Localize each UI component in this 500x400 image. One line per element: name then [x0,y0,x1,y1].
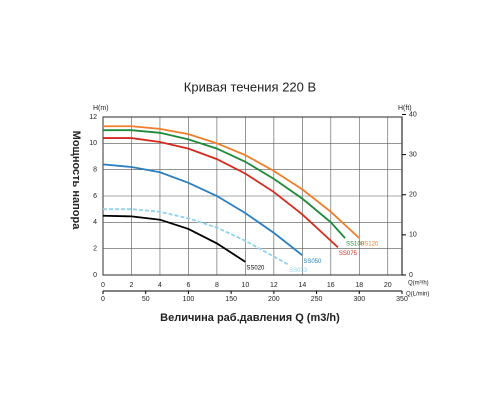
legend-label: SS050 [303,259,322,265]
y-tick-label: 12 [89,114,97,121]
legend-label: SS075 [339,251,358,257]
y-tick-label: 10 [89,140,97,147]
y2-tick-label: 30 [409,151,417,158]
x2-unit: Q(L/min) [406,292,429,298]
y2-tick-label: 0 [409,272,413,279]
y2-tick-label: 40 [409,111,417,118]
curve [103,137,339,249]
y-tick-label: 4 [93,219,97,226]
chart-title: Кривая течения 220 В [184,79,316,94]
x-tick-label: 6 [186,282,190,289]
curve [103,125,360,239]
y2-tick-label: 10 [409,232,417,239]
y-tick-label: 8 [93,167,97,174]
x2-tick-label: 0 [101,296,105,303]
x-unit: Q(m³/h) [408,281,429,287]
x-tick-label: 0 [101,282,105,289]
y2-unit: H(ft) [398,105,412,112]
x-tick-label: 12 [270,282,278,289]
x2-tick-label: 100 [183,296,195,303]
x2-tick-label: 300 [353,296,365,303]
x-tick-label: 4 [158,282,162,289]
legend-label: SS120 [360,242,379,248]
x-tick-label: 2 [130,282,134,289]
y-tick-label: 2 [93,246,97,253]
curve [102,163,303,256]
x-tick-label: 16 [327,282,335,289]
x-tick-label: 8 [215,282,219,289]
y2-tick-label: 20 [409,192,417,199]
legend-label: SS100 [346,242,365,248]
curve [102,214,246,263]
legend-label: SS020 [246,265,265,271]
x-axis-title: Величина раб.давления Q (m3/h) [160,312,340,324]
curve [103,208,289,266]
x-tick-label: 10 [241,282,249,289]
y-tick-label: 6 [93,193,97,200]
y-tick-label: 0 [93,272,97,279]
x2-tick-label: 150 [225,296,237,303]
y-axis-title: Мощность напора [70,131,82,231]
y-unit: H(m) [93,105,109,112]
legend-label: SS033 [289,268,308,274]
x2-tick-label: 250 [311,296,323,303]
x2-tick-label: 50 [142,296,150,303]
x2-tick-label: 350 [396,296,408,303]
x-tick-label: 20 [384,282,392,289]
x-tick-label: 18 [355,282,363,289]
x-tick-label: 14 [298,282,306,289]
curve [103,129,346,239]
x2-tick-label: 200 [268,296,280,303]
